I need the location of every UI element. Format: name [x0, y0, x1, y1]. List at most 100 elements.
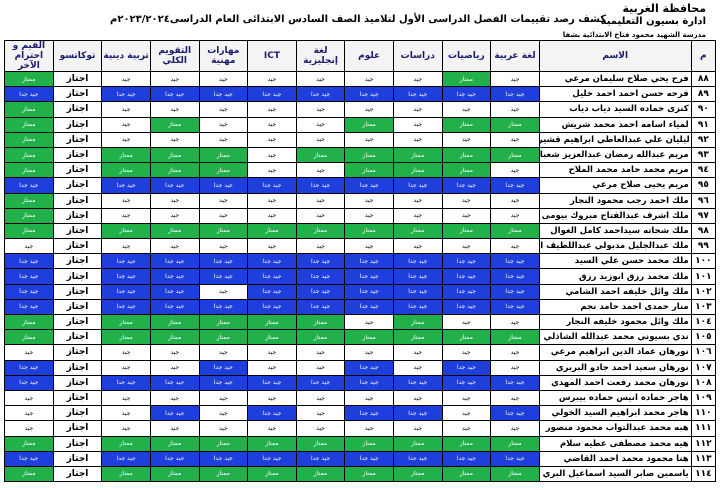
student-name: ملك محمد حسن علي السيد: [538, 253, 692, 270]
grade-cell: جيد: [295, 359, 346, 376]
grade-cell: جيد جدا: [441, 450, 492, 467]
grade-cell: جيد جدا: [392, 298, 443, 316]
row-number: ٩٥: [690, 177, 717, 194]
column-header: رياضيات: [441, 40, 492, 72]
student-row: ١١٠ هاجر محمد ابراهيم السيد الخولي جيد جدا…: [4, 405, 717, 422]
grade-cell: اجتاز: [52, 435, 103, 452]
column-header: دراسات: [392, 40, 443, 72]
grade-cell: ممتاز: [344, 222, 394, 240]
grade-cell: ممتاز: [392, 435, 443, 452]
grade-cell: جيد جدا: [392, 253, 443, 270]
grade-cell: جيد: [295, 192, 346, 209]
grade-cell: جيد: [149, 192, 200, 209]
grade-cell: جيد جدا: [392, 283, 443, 300]
grade-cell: ممتاز: [198, 465, 249, 483]
grade-cell: جيد: [392, 70, 443, 88]
grade-cell: جيد جدا: [344, 359, 394, 376]
grade-cell: جيد: [295, 344, 346, 361]
grade-cell: جيد: [198, 344, 249, 361]
grade-cell: اجتاز: [52, 389, 103, 407]
grade-cell: ممتاز: [490, 329, 540, 346]
student-name: ملك عبدالجليل مدبولي عبداللطيف العربي: [538, 238, 692, 255]
column-header: الاسم: [538, 40, 692, 72]
grade-cell: جيد: [198, 192, 249, 209]
grade-cell: ممتاز: [101, 162, 151, 179]
grade-cell: جيد جدا: [392, 177, 443, 194]
column-header: القيم و احترام الآخر: [4, 40, 54, 72]
grade-cell: ممتاز: [149, 116, 200, 133]
column-header: تربية دينية: [101, 40, 151, 72]
student-name: منار حمدى احمد حامد نجم: [538, 298, 692, 316]
grade-cell: جيد جدا: [247, 450, 297, 467]
grade-cell: ممتاز: [344, 465, 394, 483]
grade-cell: ممتاز: [392, 465, 443, 483]
student-row: ٩٧ ملك اشرف عبدالفتاح مبروك بيومى جيد جيد جي…: [4, 207, 717, 224]
student-name: هبه محمد عبدالتواب محمود منصور: [538, 420, 692, 437]
grade-cell: ممتاز: [149, 162, 200, 179]
grade-cell: جيد جدا: [4, 298, 54, 316]
grade-cell: ممتاز: [4, 146, 54, 164]
student-name: ملك شحاته سيداحمد كامل الغوال: [538, 222, 692, 240]
grade-cell: اجتاز: [52, 253, 103, 270]
grade-cell: ممتاز: [101, 329, 151, 346]
grade-cell: ممتاز: [441, 435, 492, 452]
grade-cell: جيد: [295, 420, 346, 437]
student-row: ٩٥ مريم يحيى صلاح مرعي جيد جدا جيد جدا جيد ج…: [4, 177, 717, 194]
grade-cell: ممتاز: [101, 222, 151, 240]
grade-cell: جيد: [295, 207, 346, 224]
student-name: ملك احمد رجب محمود النجار: [538, 192, 692, 209]
student-name: ملك محمد رزق ابوزيد رزق: [538, 268, 692, 285]
student-row: ٩٨ ملك شحاته سيداحمد كامل الغوال ممتاز ممتا…: [4, 222, 717, 240]
grade-cell: جيد: [247, 116, 297, 133]
grade-cell: جيد: [392, 101, 443, 118]
grade-cell: اجتاز: [52, 238, 103, 255]
row-number: ١٠٥: [690, 329, 717, 346]
student-name: نورهان محمد رفعت احمد المهدي: [538, 374, 692, 391]
grade-cell: جيد: [247, 238, 297, 255]
grade-cell: اجتاز: [52, 131, 103, 148]
grade-cell: جيد جدا: [344, 374, 394, 391]
grade-cell: جيد: [344, 420, 394, 437]
grade-cell: جيد: [247, 101, 297, 118]
grade-cell: جيد جدا: [392, 86, 443, 103]
grade-cell: ممتاز: [198, 313, 249, 331]
governorate: محافظة الغربية: [622, 2, 706, 15]
student-row: ١١٤ ياسمين صابر السيد اسماعيل البري ممتاز م…: [4, 465, 717, 483]
grade-cell: جيد: [344, 131, 394, 148]
grade-cell: ممتاز: [101, 465, 151, 483]
row-number: ١٠٢: [690, 283, 717, 300]
grade-cell: جيد جدا: [295, 283, 346, 300]
grade-cell: جيد جدا: [295, 268, 346, 285]
row-number: ٨٩: [690, 86, 717, 103]
student-row: ١١٣ هنا محمود محمد احمد القاضي جيد جدا جيد …: [4, 450, 717, 467]
student-name: ملك وائل خليفه احمد الشامي: [538, 283, 692, 300]
grade-cell: جيد: [490, 344, 540, 361]
grade-cell: جيد: [247, 389, 297, 407]
title: كشف رصد تقييمات الفصل الدراسى الأول لتلا…: [110, 14, 607, 25]
grade-cell: ممتاز: [198, 222, 249, 240]
grade-cell: ممتاز: [149, 329, 200, 346]
row-number: ١٠٠: [690, 253, 717, 270]
grade-cell: جيد جدا: [149, 374, 200, 391]
student-row: ١٠٧ نورهان سعيد احمد جادو البربري جيد جيد ج…: [4, 359, 717, 376]
grade-cell: جيد: [101, 192, 151, 209]
grade-cell: جيد: [295, 70, 346, 88]
grade-cell: ممتاز: [441, 329, 492, 346]
grade-cell: جيد: [441, 101, 492, 118]
grade-cell: ممتاز: [490, 435, 540, 452]
grade-cell: جيد: [490, 207, 540, 224]
grade-cell: جيد: [490, 131, 540, 148]
grade-cell: جيد: [101, 70, 151, 88]
grade-cell: جيد: [490, 359, 540, 376]
grade-cell: جيد جدا: [101, 374, 151, 391]
row-number: ٩٠: [690, 101, 717, 118]
grade-cell: جيد: [101, 359, 151, 376]
grade-cell: جيد جدا: [4, 177, 54, 194]
grade-cell: جيد: [247, 162, 297, 179]
grade-cell: جيد جدا: [4, 450, 54, 467]
grade-cell: اجتاز: [52, 359, 103, 376]
grade-cell: جيد: [441, 313, 492, 331]
grade-cell: اجتاز: [52, 222, 103, 240]
grade-cell: جيد جدا: [149, 450, 200, 467]
grade-cell: جيد جدا: [4, 86, 54, 103]
